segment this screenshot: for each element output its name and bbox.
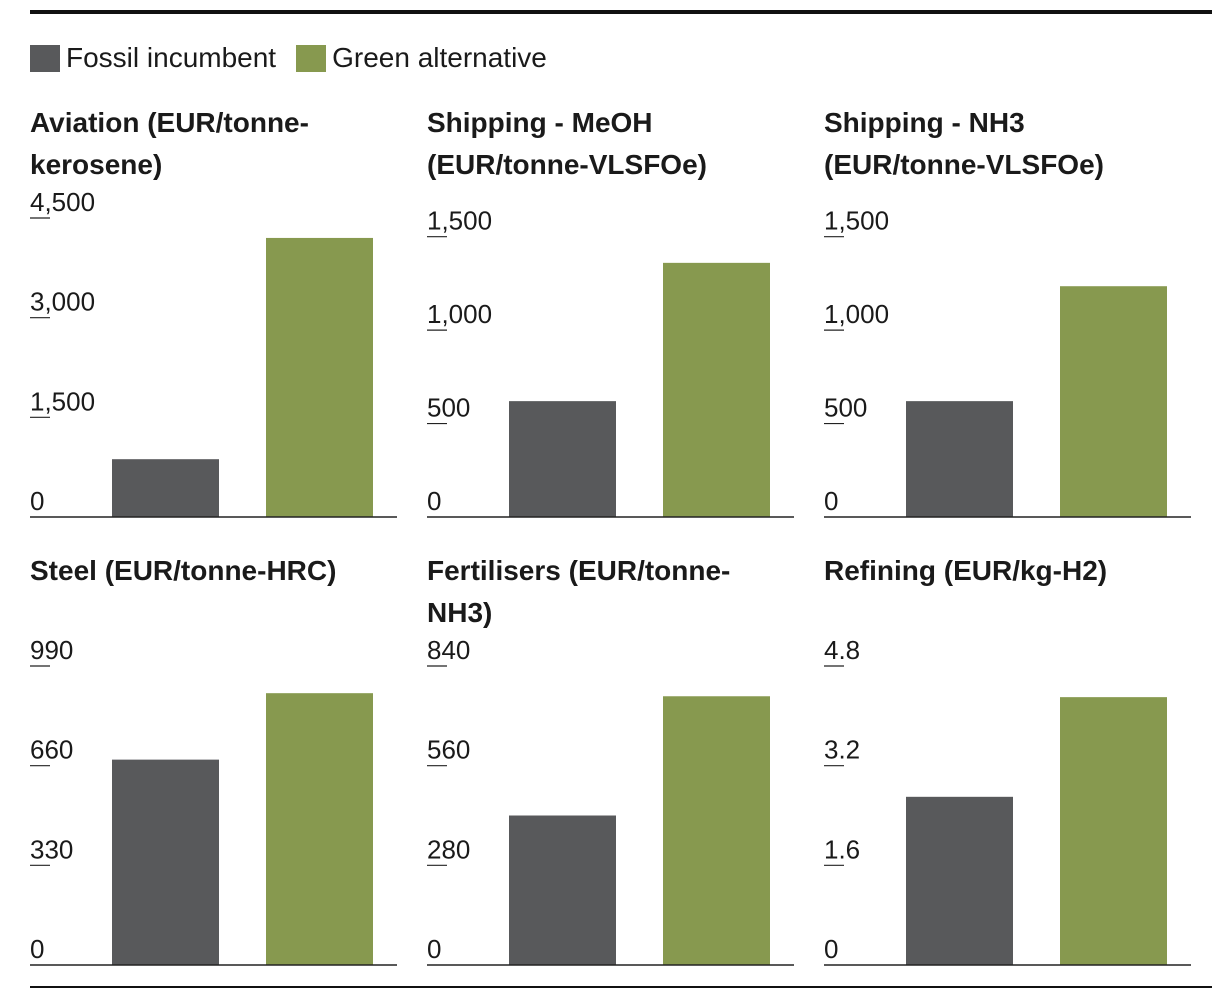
panel-title-line: Refining (EUR/kg-H2) [824, 555, 1108, 586]
panel-title-3: Shipping - NH3 (EUR/tonne-VLSFOe) [824, 102, 1184, 186]
chart-panel-3: 0 500 1,000 1,500 [824, 206, 1191, 518]
y-tick-label: 4,500 [30, 187, 95, 217]
chart-panel-1: 0 1,500 3,000 4,500 [30, 187, 397, 518]
panel-title-line: Aviation (EUR/tonne- [30, 107, 309, 138]
legend-label-green: Green alternative [332, 42, 547, 73]
legend-label-fossil: Fossil incumbent [66, 42, 277, 73]
y-tick-label: 280 [427, 834, 470, 864]
y-tick-label: 3.2 [824, 735, 860, 765]
y-tick-label: 1,000 [427, 299, 492, 329]
bar-fossil-incumbent [906, 401, 1013, 517]
legend: Fossil incumbent Green alternative [30, 42, 567, 74]
y-tick-label: 1,500 [427, 206, 492, 236]
bottom-rule [30, 986, 1212, 988]
y-tick-label: 1,500 [824, 206, 889, 236]
panel-title-4: Steel (EUR/tonne-HRC) [30, 550, 390, 592]
bar-green-alternative [1060, 286, 1167, 517]
legend-swatch-fossil [30, 44, 60, 72]
y-tick-label: 990 [30, 635, 73, 665]
y-tick-label: 1,000 [824, 299, 889, 329]
y-tick-label: 0 [30, 934, 44, 964]
panel-title-line: (EUR/tonne-VLSFOe) [427, 149, 707, 180]
panel-title-line: Shipping - NH3 [824, 107, 1025, 138]
y-tick-label: 3,000 [30, 287, 95, 317]
y-tick-label: 660 [30, 735, 73, 765]
bar-fossil-incumbent [112, 759, 219, 965]
y-tick-label: 1.6 [824, 834, 860, 864]
y-tick-label: 500 [427, 393, 470, 423]
y-tick-label: 1,500 [30, 386, 95, 416]
panel-title-line: Shipping - MeOH [427, 107, 653, 138]
panel-title-1: Aviation (EUR/tonne-kerosene) [30, 102, 390, 186]
bar-fossil-incumbent [509, 401, 616, 517]
y-tick-label: 500 [824, 393, 867, 423]
y-tick-label: 0 [824, 486, 838, 516]
panel-title-line: kerosene) [30, 149, 163, 180]
y-tick-label: 330 [30, 834, 73, 864]
bar-green-alternative [266, 237, 373, 517]
y-tick-label: 0 [824, 934, 838, 964]
y-tick-label: 0 [30, 486, 44, 516]
bar-fossil-incumbent [112, 459, 219, 517]
chart-panel-6: 0 1.6 3.2 4.8 [824, 635, 1191, 966]
bar-green-alternative [266, 693, 373, 965]
chart-panel-2: 0 500 1,000 1,500 [427, 206, 794, 518]
panel-title-line: (EUR/tonne-VLSFOe) [824, 149, 1104, 180]
y-tick-label: 560 [427, 735, 470, 765]
top-rule [30, 10, 1212, 14]
panel-title-line: NH3) [427, 597, 493, 628]
panel-title-2: Shipping - MeOH (EUR/tonne-VLSFOe) [427, 102, 787, 186]
legend-item-green: Green alternative [296, 42, 547, 74]
bar-green-alternative [663, 262, 770, 517]
panel-title-line: Fertilisers (EUR/tonne- [427, 555, 731, 586]
panel-title-6: Refining (EUR/kg-H2) [824, 550, 1184, 592]
legend-swatch-green [296, 44, 327, 72]
panel-title-5: Fertilisers (EUR/tonne- NH3) [427, 550, 787, 634]
panel-title-line: Steel (EUR/tonne-HRC) [30, 555, 337, 586]
bar-fossil-incumbent [509, 815, 616, 965]
y-tick-label: 840 [427, 635, 470, 665]
bar-green-alternative [663, 696, 770, 965]
y-tick-label: 0 [427, 934, 441, 964]
chart-panel-4: 0 330 660 990 [30, 635, 397, 966]
legend-item-fossil: Fossil incumbent [30, 42, 276, 74]
y-tick-label: 4.8 [824, 635, 860, 665]
chart-panel-5: 0 280 560 840 [427, 635, 794, 966]
bar-green-alternative [1060, 697, 1167, 965]
bar-fossil-incumbent [906, 796, 1013, 965]
y-tick-label: 0 [427, 486, 441, 516]
